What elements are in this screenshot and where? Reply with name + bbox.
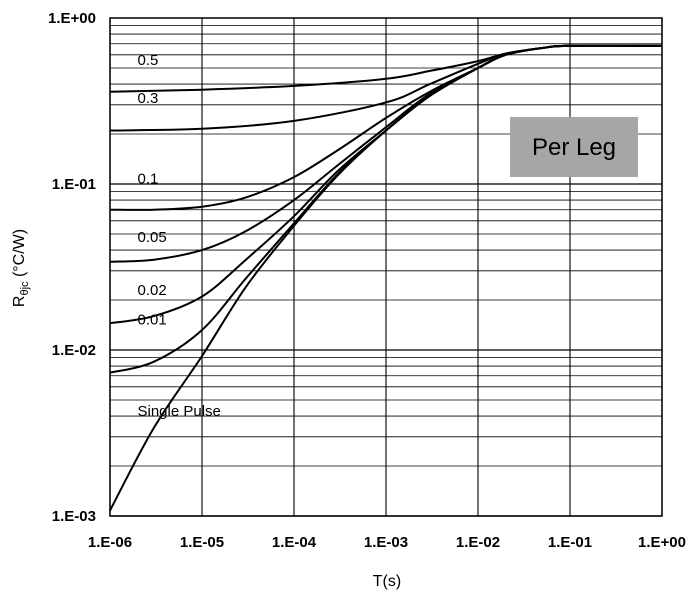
curves (109, 44, 663, 511)
x-axis-title: T(s) (373, 573, 401, 590)
y-tick-label: 1.E-01 (52, 176, 96, 193)
y-axis-title-subscript: θjc (19, 281, 31, 296)
series-label-0-01: 0.01 (137, 311, 166, 328)
y-tick-label: 1.E-03 (52, 508, 96, 525)
y-axis-title-unit: (°C/W) (11, 229, 28, 282)
series-label-0-05: 0.05 (137, 229, 166, 246)
x-tick-label: 1.E-05 (180, 534, 224, 551)
series-label-0-1: 0.1 (137, 170, 158, 187)
x-tick-label: 1.E+00 (638, 534, 686, 551)
x-tick-label: 1.E-04 (272, 534, 317, 551)
series-label-0-02: 0.02 (137, 282, 166, 299)
y-tick-label: 1.E-02 (52, 342, 96, 359)
y-tick-labels: 1.E-03 1.E-02 1.E-01 1.E+00 (48, 10, 96, 525)
y-tick-label: 1.E+00 (48, 10, 96, 27)
x-tick-label: 1.E-02 (456, 534, 500, 551)
series-line-single-pulse (109, 44, 663, 511)
plot-frame (109, 17, 663, 517)
curve-labels: 0.5 0.3 0.1 0.05 0.02 0.01 Single Pulse (137, 52, 220, 420)
y-axis-title-main: R (11, 296, 28, 308)
x-tick-label: 1.E-03 (364, 534, 408, 551)
y-axis-title: Rθjc (°C/W) (11, 229, 31, 307)
per-leg-box (510, 117, 638, 177)
per-leg-annotation: Per Leg (510, 117, 638, 177)
series-label-single-pulse: Single Pulse (137, 403, 220, 420)
series-label-0-5: 0.5 (137, 52, 158, 69)
per-leg-text: Per Leg (532, 134, 616, 161)
x-tick-label: 1.E-06 (88, 534, 132, 551)
grid-lines (109, 18, 663, 517)
x-tick-labels: 1.E-06 1.E-05 1.E-04 1.E-03 1.E-02 1.E-01 1.E+… (88, 534, 686, 551)
x-tick-label: 1.E-01 (548, 534, 592, 551)
series-label-0-3: 0.3 (137, 90, 158, 107)
